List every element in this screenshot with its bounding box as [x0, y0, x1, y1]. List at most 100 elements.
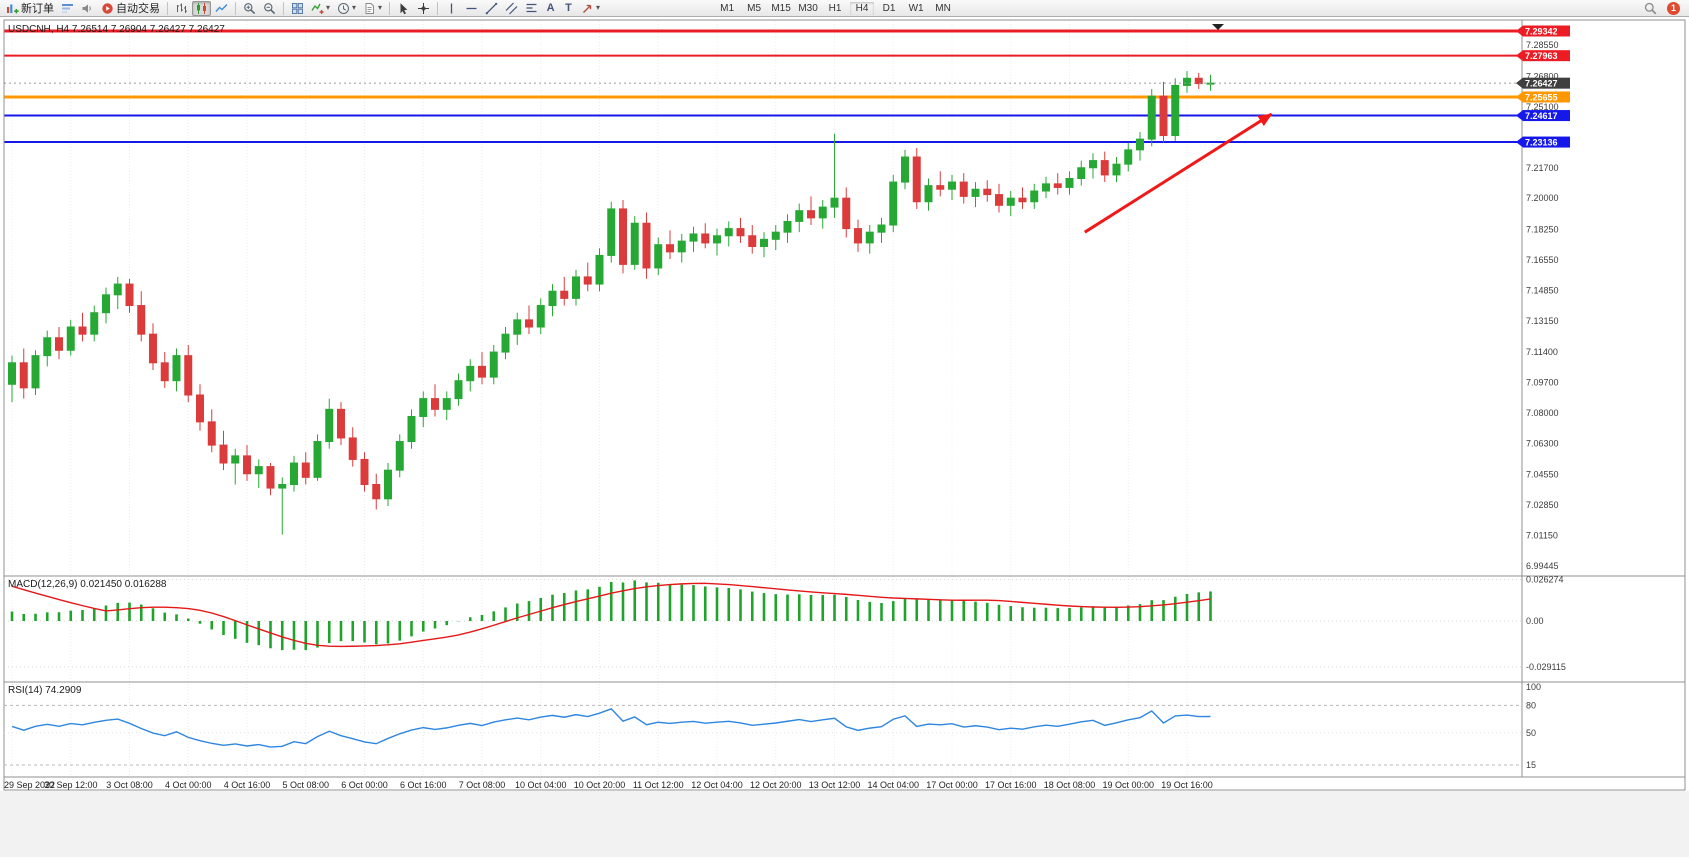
- horizontal-level-lines[interactable]: [4, 29, 1522, 144]
- chevron-down-icon: ▾: [596, 3, 601, 12]
- fibonacci-button[interactable]: [522, 1, 541, 16]
- crosshair-button[interactable]: [414, 1, 433, 16]
- zoom-in-button[interactable]: [240, 1, 259, 16]
- timeframe-m30-button[interactable]: M30: [795, 1, 821, 16]
- cursor-button[interactable]: [394, 1, 413, 16]
- vertical-line-icon: [450, 3, 453, 13]
- svg-text:7.14850: 7.14850: [1526, 285, 1559, 295]
- svg-text:7.08000: 7.08000: [1526, 408, 1559, 418]
- svg-text:5 Oct 08:00: 5 Oct 08:00: [282, 780, 329, 790]
- auto-trading-button[interactable]: 自动交易: [98, 1, 163, 16]
- svg-text:7.04550: 7.04550: [1526, 470, 1559, 480]
- sounds-button[interactable]: [78, 1, 97, 16]
- svg-text:7.24617: 7.24617: [1525, 111, 1558, 121]
- clock-icon: [338, 2, 350, 14]
- svg-text:-0.029115: -0.029115: [1526, 662, 1566, 672]
- notifications-badge[interactable]: 1: [1667, 1, 1680, 15]
- cursor-icon: [400, 2, 408, 14]
- candlestick-chart-button[interactable]: [192, 0, 211, 16]
- svg-text:3 Oct 08:00: 3 Oct 08:00: [106, 780, 153, 790]
- svg-text:12 Oct 04:00: 12 Oct 04:00: [691, 780, 743, 790]
- macd-panel: 0.026274 0.00 -0.029115: [4, 574, 1566, 672]
- chevron-down-icon: ▾: [352, 3, 357, 12]
- rsi-panel: 100 80 50 15: [4, 682, 1541, 770]
- svg-text:6.99445: 6.99445: [1526, 561, 1559, 571]
- timeframe-h1-button[interactable]: H1: [822, 1, 848, 16]
- timeframe-mn-button[interactable]: MN: [930, 1, 956, 16]
- svg-text:7.16550: 7.16550: [1526, 255, 1559, 265]
- toolbar-separator: [389, 1, 391, 15]
- vertical-line-button[interactable]: [442, 1, 461, 16]
- market-depth-icon: [62, 3, 73, 13]
- svg-text:14 Oct 04:00: 14 Oct 04:00: [867, 780, 919, 790]
- speaker-icon: [82, 3, 91, 13]
- trendline-button[interactable]: [482, 1, 501, 16]
- svg-text:19 Oct 16:00: 19 Oct 16:00: [1161, 780, 1213, 790]
- toolbar-separator: [437, 1, 439, 15]
- channel-icon: [505, 2, 518, 14]
- templates-button[interactable]: ▾: [360, 1, 385, 16]
- timeframe-h4-button[interactable]: H4: [849, 1, 875, 16]
- toolbar-separator: [167, 1, 168, 15]
- timeframe-m1-button[interactable]: M1: [714, 1, 740, 16]
- svg-text:7.21700: 7.21700: [1526, 163, 1559, 173]
- trendline-icon: [485, 2, 498, 14]
- svg-text:7.18250: 7.18250: [1526, 224, 1559, 234]
- trend-arrow[interactable]: [1083, 112, 1273, 234]
- template-file-icon: [365, 2, 375, 14]
- svg-text:7.13150: 7.13150: [1526, 316, 1559, 326]
- price-badges: 7.29342 7.27963 7.25655 7.24617 7.23136 7.264…: [1516, 25, 1570, 148]
- svg-text:4 Oct 00:00: 4 Oct 00:00: [165, 780, 212, 790]
- text-button[interactable]: A: [542, 1, 559, 16]
- new-order-icon: [7, 4, 19, 13]
- chevron-down-icon: ▾: [326, 3, 331, 12]
- svg-text:13 Oct 12:00: 13 Oct 12:00: [809, 780, 861, 790]
- indicators-button[interactable]: ▾: [308, 1, 333, 16]
- bottom-margin: [0, 791, 1689, 857]
- tile-windows-button[interactable]: [288, 1, 307, 16]
- timeframe-w1-button[interactable]: W1: [903, 1, 929, 16]
- periods-button[interactable]: ▾: [334, 1, 359, 16]
- horizontal-line-button[interactable]: [462, 1, 481, 16]
- chart-shift-marker[interactable]: [1212, 24, 1224, 30]
- label-button[interactable]: T: [560, 1, 577, 16]
- svg-text:7.26800: 7.26800: [1526, 71, 1559, 81]
- timeframe-m5-button[interactable]: M5: [741, 1, 767, 16]
- crosshair-icon: [418, 2, 430, 14]
- zoom-in-icon: [244, 2, 256, 14]
- svg-text:4 Oct 16:00: 4 Oct 16:00: [224, 780, 271, 790]
- svg-text:29 Sep 2022: 29 Sep 2022: [4, 780, 55, 790]
- line-chart-button[interactable]: [212, 1, 231, 16]
- svg-text:12 Oct 20:00: 12 Oct 20:00: [750, 780, 802, 790]
- svg-text:7.25100: 7.25100: [1526, 102, 1559, 112]
- channel-button[interactable]: [502, 1, 521, 16]
- svg-text:18 Oct 08:00: 18 Oct 08:00: [1044, 780, 1096, 790]
- new-order-button[interactable]: 新订单: [3, 1, 57, 16]
- svg-text:7.28550: 7.28550: [1526, 40, 1559, 50]
- search-button[interactable]: [1641, 1, 1660, 16]
- tile-windows-icon: [292, 2, 303, 14]
- svg-text:6 Oct 00:00: 6 Oct 00:00: [341, 780, 388, 790]
- svg-text:7.20000: 7.20000: [1526, 193, 1559, 203]
- search-icon: [1644, 2, 1657, 14]
- timeframe-d1-button[interactable]: D1: [876, 1, 902, 16]
- zoom-out-button[interactable]: [260, 1, 279, 16]
- svg-text:7.23136: 7.23136: [1525, 138, 1558, 148]
- svg-text:7.25655: 7.25655: [1525, 92, 1558, 102]
- toolbar-separator: [235, 1, 236, 15]
- bar-chart-button[interactable]: [172, 1, 191, 16]
- svg-text:10 Oct 20:00: 10 Oct 20:00: [574, 780, 626, 790]
- timeframe-m15-button[interactable]: M15: [768, 1, 794, 16]
- main-toolbar: 新订单 自动交易: [0, 0, 1689, 17]
- arrows-button[interactable]: ▾: [578, 1, 603, 16]
- chart-canvas[interactable]: 7.28550 7.26800 7.25100 7.21700 7.20000 7.182…: [0, 17, 1689, 857]
- svg-text:10 Oct 04:00: 10 Oct 04:00: [515, 780, 567, 790]
- market-depth-button[interactable]: [58, 1, 77, 16]
- price-scale: 7.28550 7.26800 7.25100 7.21700 7.20000 7.182…: [1526, 40, 1559, 571]
- chart-window: 7.28550 7.26800 7.25100 7.21700 7.20000 7.182…: [0, 17, 1689, 857]
- candlestick-series: [8, 71, 1215, 535]
- panel-frame: [3, 19, 1686, 791]
- svg-text:7 Oct 08:00: 7 Oct 08:00: [459, 780, 506, 790]
